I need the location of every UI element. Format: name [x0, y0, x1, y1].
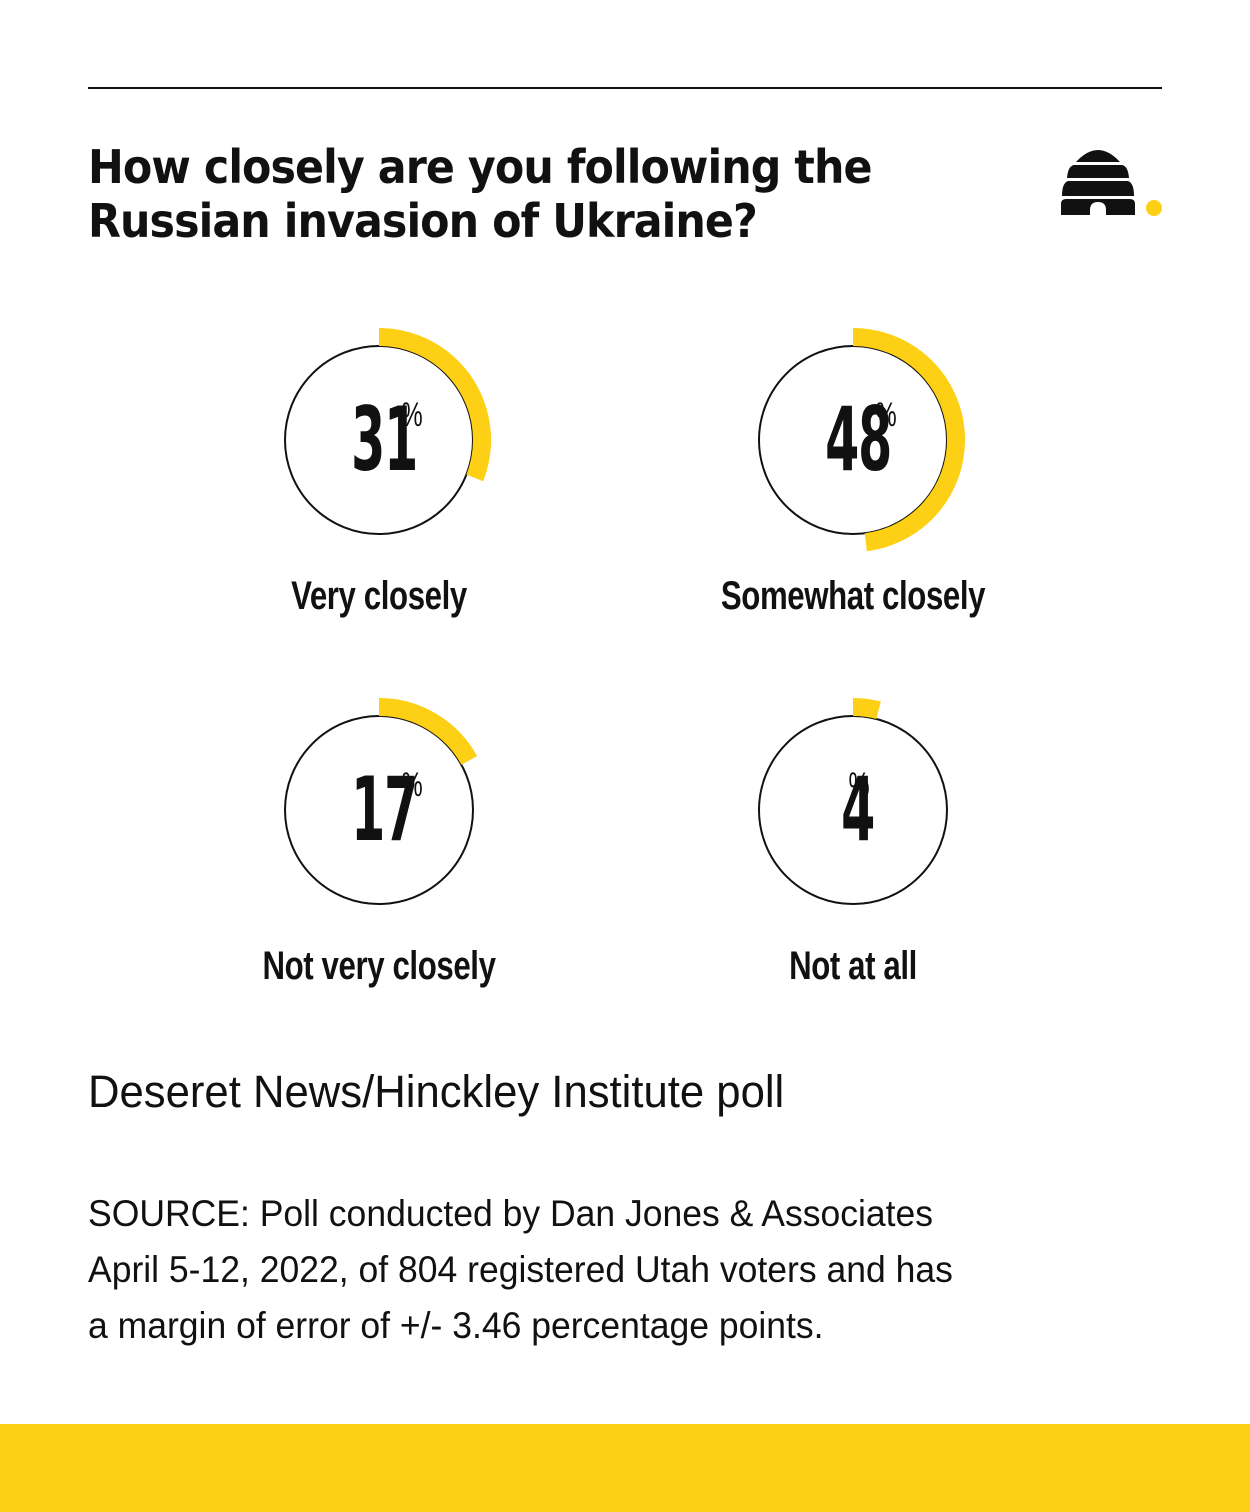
source-line-3: a margin of error of +/- 3.46 percentage…	[88, 1305, 824, 1346]
gauge-number: 48	[824, 388, 892, 491]
gauge-somewhat-closely: 48 %	[733, 320, 973, 560]
percent-sign: %	[875, 396, 897, 434]
gauge-ring	[267, 328, 491, 552]
gauge-number: 31	[350, 388, 418, 491]
gauge-arc	[741, 328, 965, 552]
gauge-value: 48 %	[733, 320, 973, 560]
gauge-ring	[267, 698, 491, 922]
gauge-arc	[741, 698, 965, 922]
gauge-number: 4	[841, 758, 875, 861]
gauge-very-closely: 31 %	[259, 320, 499, 560]
percent-sign: %	[401, 766, 423, 804]
gauge-label-not-very-closely: Not very closely	[262, 944, 496, 988]
gauge-label-not-at-all: Not at all	[789, 944, 917, 988]
gauge-value: 31 %	[259, 320, 499, 560]
gauge-not-at-all: 4 %	[733, 690, 973, 930]
beehive-logo-icon	[1058, 140, 1168, 220]
gauge-grid: 31 % Very closely 48 % Somewhat closely …	[259, 320, 986, 988]
source-line-2: April 5-12, 2022, of 804 registered Utah…	[88, 1249, 953, 1290]
source-line-1: SOURCE: Poll conducted by Dan Jones & As…	[88, 1193, 934, 1234]
percent-sign: %	[848, 766, 871, 804]
gauge-arc	[267, 328, 491, 552]
gauge-ring	[741, 328, 965, 552]
gauge-value: 17 %	[259, 690, 499, 930]
top-rule	[88, 87, 1162, 89]
gauge-arc	[267, 698, 491, 922]
gauge-label-somewhat-closely: Somewhat closely	[720, 574, 986, 618]
poll-subtitle: Deseret News/Hinckley Institute poll	[88, 1066, 785, 1117]
title-line-2: Russian invasion of Ukraine?	[88, 194, 758, 248]
gauge-number: 17	[350, 758, 418, 861]
title-line-1: How closely are you following the	[88, 140, 872, 194]
footer-accent-bar	[0, 1424, 1250, 1512]
gauge-value: 4 %	[733, 690, 973, 930]
gauge-label-very-closely: Very closely	[291, 574, 467, 618]
gauge-ring	[741, 698, 965, 922]
chart-title: How closely are you following the Russia…	[88, 140, 925, 248]
percent-sign: %	[401, 396, 423, 434]
gauge-not-very-closely: 17 %	[259, 690, 499, 930]
source-note: SOURCE: Poll conducted by Dan Jones & As…	[88, 1186, 1144, 1354]
